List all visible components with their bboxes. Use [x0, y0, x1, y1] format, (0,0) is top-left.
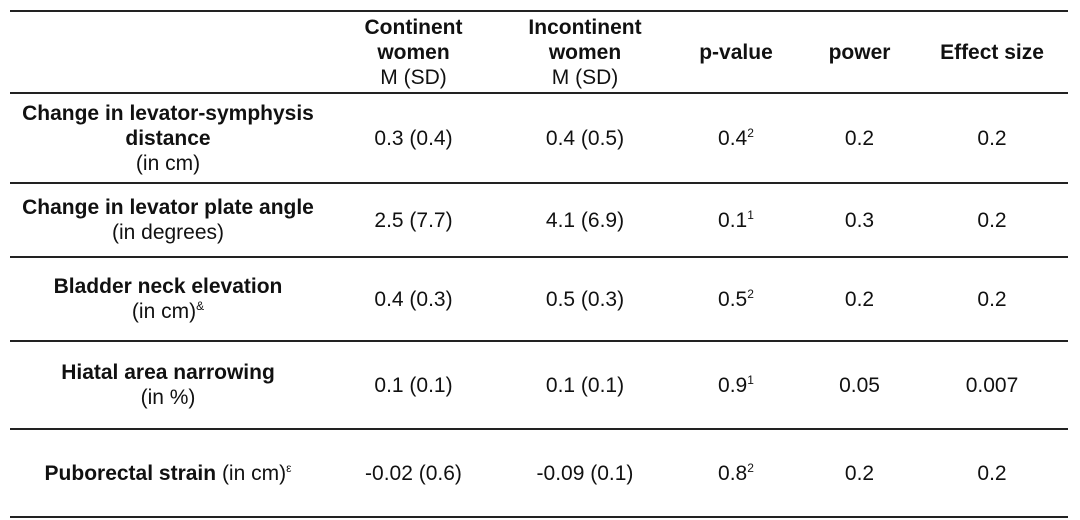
- header-continent-label: Continent women: [364, 15, 463, 64]
- cell-effect-size: 0.2: [916, 257, 1068, 342]
- p-value-number: 0.9: [718, 373, 748, 397]
- cell-continent: 2.5 (7.7): [326, 183, 501, 258]
- cell-power: 0.05: [803, 341, 916, 430]
- header-cell-empty: [10, 10, 326, 94]
- cell-p-value: 0.11: [669, 183, 803, 258]
- row-label-superscript: &: [196, 299, 205, 313]
- cell-p-value: 0.42: [669, 93, 803, 184]
- cell-incontinent: 4.1 (6.9): [501, 183, 669, 258]
- results-table: Continent women M (SD) Incontinent women…: [10, 10, 1068, 518]
- cell-power: 0.2: [803, 257, 916, 342]
- header-incontinent-sub: M (SD): [551, 65, 619, 89]
- row-label-superscript: ε: [286, 460, 292, 475]
- header-continent: Continent women M (SD): [326, 10, 501, 94]
- row-label: Change in levator-symphysis distance (in…: [10, 93, 326, 184]
- row-label-bold: Bladder neck elevation: [53, 275, 283, 298]
- cell-effect-size: 0.2: [916, 93, 1068, 184]
- row-label-unit: (in %): [140, 386, 196, 409]
- table-row: Bladder neck elevation (in cm)& 0.4 (0.3…: [10, 257, 1068, 342]
- p-value-superscript: 1: [747, 372, 754, 387]
- table-row: Change in levator-symphysis distance (in…: [10, 93, 1068, 184]
- table-row: Puborectal strain (in cm)ε -0.02 (0.6) -…: [10, 429, 1068, 518]
- cell-power: 0.2: [803, 93, 916, 184]
- header-incontinent: Incontinent women M (SD): [501, 10, 669, 94]
- p-value-number: 0.4: [718, 126, 748, 150]
- cell-power: 0.2: [803, 429, 916, 518]
- cell-continent: 0.1 (0.1): [326, 341, 501, 430]
- cell-incontinent: -0.09 (0.1): [501, 429, 669, 518]
- row-label-bold: Puborectal strain: [44, 461, 217, 485]
- row-label-unit: (in cm): [135, 151, 201, 175]
- row-label: Change in levator plate angle (in degree…: [10, 183, 326, 258]
- table-row: Change in levator plate angle (in degree…: [10, 183, 1068, 258]
- header-power: power: [803, 10, 916, 94]
- p-value-number: 0.5: [718, 287, 748, 311]
- p-value-number: 0.8: [718, 461, 748, 485]
- cell-effect-size: 0.007: [916, 341, 1068, 430]
- cell-p-value: 0.82: [669, 429, 803, 518]
- row-label: Bladder neck elevation (in cm)&: [10, 257, 326, 342]
- cell-incontinent: 0.5 (0.3): [501, 257, 669, 342]
- row-label-bold: Hiatal area narrowing: [61, 361, 275, 384]
- header-continent-sub: M (SD): [380, 65, 447, 89]
- header-effect-size: Effect size: [916, 10, 1068, 94]
- header-p-value: p-value: [669, 10, 803, 94]
- header-row: Continent women M (SD) Incontinent women…: [10, 10, 1068, 94]
- row-label: Hiatal area narrowing (in %): [10, 341, 326, 430]
- cell-continent: 0.3 (0.4): [326, 93, 501, 184]
- row-label-bold: Change in levator plate angle: [22, 196, 314, 219]
- cell-effect-size: 0.2: [916, 183, 1068, 258]
- cell-effect-size: 0.2: [916, 429, 1068, 518]
- cell-continent: 0.4 (0.3): [326, 257, 501, 342]
- row-label-unit: (in cm): [221, 461, 287, 485]
- table-row: Hiatal area narrowing (in %) 0.1 (0.1) 0…: [10, 341, 1068, 430]
- p-value-superscript: 1: [747, 207, 754, 222]
- cell-p-value: 0.91: [669, 341, 803, 430]
- cell-incontinent: 0.1 (0.1): [501, 341, 669, 430]
- cell-incontinent: 0.4 (0.5): [501, 93, 669, 184]
- p-value-superscript: 2: [747, 125, 754, 140]
- p-value-superscript: 2: [747, 460, 754, 475]
- row-label-unit: (in degrees): [111, 221, 225, 244]
- row-label-bold: Change in levator-symphysis distance: [22, 101, 314, 150]
- header-incontinent-label: Incontinent women: [528, 15, 642, 64]
- cell-continent: -0.02 (0.6): [326, 429, 501, 518]
- row-label: Puborectal strain (in cm)ε: [10, 429, 326, 518]
- cell-power: 0.3: [803, 183, 916, 258]
- cell-p-value: 0.52: [669, 257, 803, 342]
- p-value-superscript: 2: [747, 286, 754, 301]
- p-value-number: 0.1: [718, 208, 748, 232]
- row-label-unit: (in cm): [131, 300, 197, 323]
